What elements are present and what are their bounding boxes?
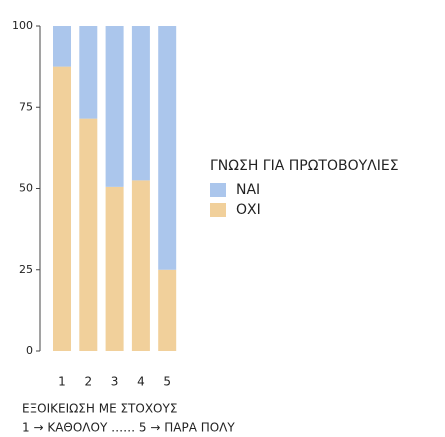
x-tick-label: 2: [84, 375, 92, 389]
y-tick-label: 50: [19, 182, 33, 195]
legend-label: ΝΑΙ: [236, 182, 260, 198]
y-tick-label: 100: [12, 19, 33, 32]
bar-segment: [131, 26, 150, 181]
bar-segment: [158, 269, 177, 351]
y-tick-label: 25: [19, 263, 33, 276]
bar-segment: [53, 26, 71, 67]
legend-title: ΓΝΩΣΗ ΓΙΑ ΠΡΩΤΟΒΟΥΛΙΕΣ: [210, 158, 399, 174]
x-tick-label: 3: [111, 375, 119, 389]
bar-segment: [105, 186, 124, 351]
x-axis-label: 1 → ΚΑΘΟΛΟΥ …… 5 → ΠΑΡΑ ΠΟΛΥ: [22, 421, 235, 435]
y-tick-label: 75: [19, 100, 33, 113]
x-tick-label: 1: [58, 375, 66, 389]
bar-segment: [131, 180, 150, 351]
x-tick-label: 4: [137, 375, 145, 389]
legend-label: ΟΧΙ: [236, 202, 261, 218]
bar-segment: [105, 26, 124, 187]
bar-segment: [79, 26, 98, 119]
bar-segment: [79, 118, 98, 351]
legend-swatch: [210, 203, 226, 217]
x-tick-label: 5: [163, 375, 171, 389]
bar-segment: [158, 26, 177, 270]
y-tick-label: 0: [26, 344, 33, 357]
bar-segment: [53, 66, 71, 351]
x-axis-label: ΕΞΟΙΚΕΙΩΣΗ ΜΕ ΣΤΟΧΟΥΣ: [22, 402, 177, 416]
legend-swatch: [210, 183, 226, 197]
